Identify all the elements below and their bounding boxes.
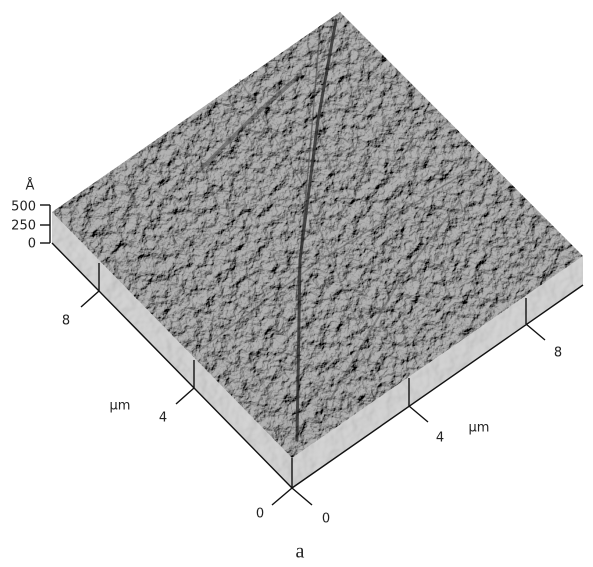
right-unit: µm xyxy=(469,421,490,436)
right-tick-label: 8 xyxy=(554,346,562,361)
caption: a xyxy=(296,541,305,563)
left-tick-label: 8 xyxy=(62,314,70,329)
scratches xyxy=(198,18,471,442)
z-unit: Å xyxy=(26,178,35,194)
surface xyxy=(52,12,583,458)
left-unit: µm xyxy=(110,399,131,414)
z-tick-label: 500 xyxy=(11,200,36,215)
z-axis: Å 500 250 0 xyxy=(11,178,51,252)
right-tick-label: 4 xyxy=(436,431,444,446)
z-tick-label: 250 xyxy=(11,219,36,234)
right-side-face xyxy=(292,256,583,488)
left-tick-label: 0 xyxy=(256,507,264,522)
z-tick-label: 0 xyxy=(28,237,36,252)
left-side-face xyxy=(52,212,292,488)
left-tick-label: 4 xyxy=(159,411,167,426)
right-tick-label: 0 xyxy=(322,512,330,527)
base-axes xyxy=(51,242,584,506)
